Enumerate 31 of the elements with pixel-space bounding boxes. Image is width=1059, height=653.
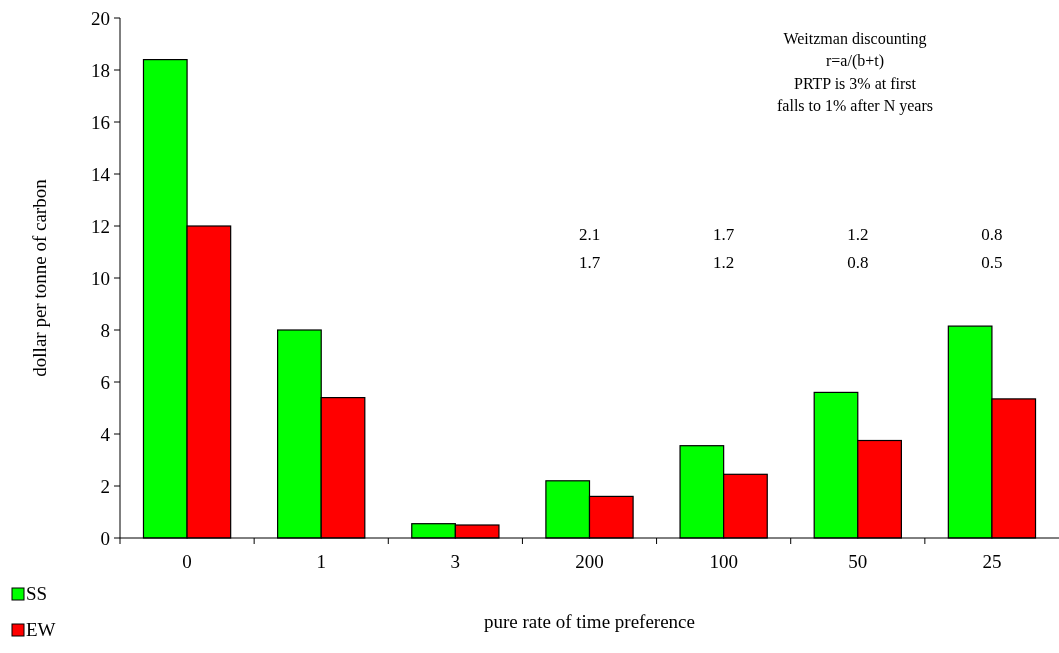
y-tick-label: 6: [100, 371, 110, 393]
legend-label: SS: [26, 583, 48, 604]
annotation: 1.7: [578, 252, 601, 272]
x-tick-label: 3: [450, 551, 461, 572]
annotation: 1.2: [713, 252, 735, 272]
y-tick-label: 2: [100, 475, 110, 497]
y-axis-title: dollar per tonne of carbon: [29, 178, 50, 377]
x-tick-label: 0: [182, 551, 192, 572]
y-tick-label: 10: [91, 267, 110, 289]
annotation: 1.2: [847, 224, 869, 244]
annotation: 0.8: [847, 252, 869, 272]
x-tick-label: 50: [848, 551, 868, 572]
x-axis-title: pure rate of time preference: [484, 611, 695, 632]
y-tick-label: 12: [91, 215, 110, 237]
y-tick-label: 8: [100, 319, 110, 341]
y-tick-label: 16: [91, 111, 110, 133]
legend-label: EW: [26, 619, 56, 640]
annotation: 2.1: [578, 224, 601, 244]
annotation: Weitzman discounting r=a/(b+t) PRTP is 3% at first falls to 1% after N years: [777, 30, 933, 116]
y-tick-label: 4: [100, 423, 111, 445]
x-tick-label: 25: [982, 551, 1002, 572]
y-tick-label: 18: [91, 59, 110, 81]
annotation: 1.7: [713, 224, 735, 244]
y-tick-label: 0: [100, 527, 110, 549]
y-tick-label: 20: [91, 7, 110, 29]
y-tick-label: 14: [91, 163, 111, 185]
x-tick-label: 100: [709, 551, 738, 572]
annotation: 0.5: [981, 252, 1003, 272]
annotation: 0.8: [981, 224, 1003, 244]
x-tick-label: 200: [575, 551, 604, 572]
x-tick-label: 1: [316, 551, 326, 572]
